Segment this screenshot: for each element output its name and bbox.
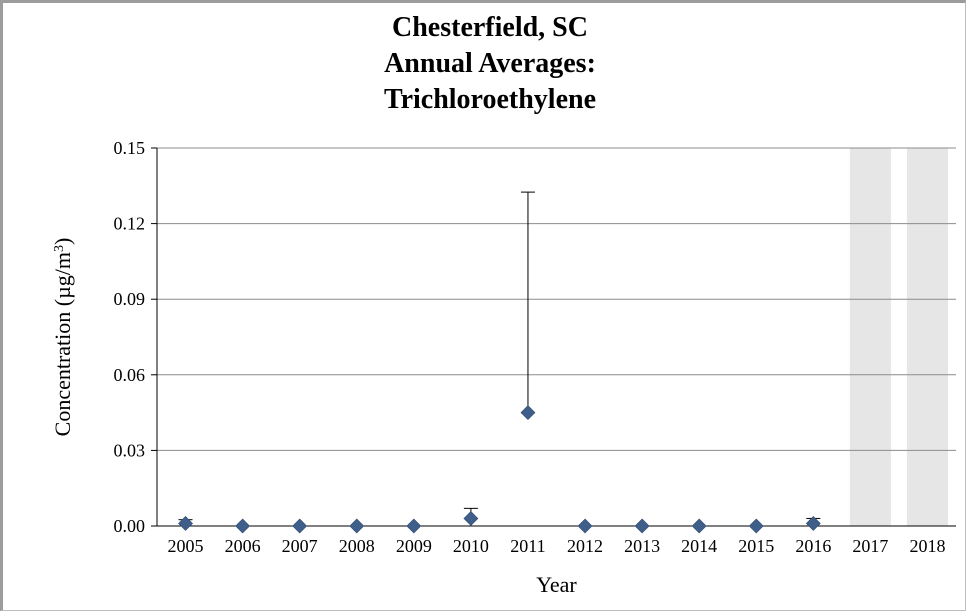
data-point-2016 [805, 516, 821, 531]
x-tick-label: 2015 [738, 536, 774, 556]
data-point-2010 [463, 511, 479, 526]
x-tick-label: 2006 [225, 536, 261, 556]
x-tick-label: 2008 [339, 536, 375, 556]
y-tick-label: 0.09 [114, 289, 146, 309]
data-point-2007 [292, 518, 308, 534]
x-tick-label: 2007 [282, 536, 318, 556]
x-tick-label: 2017 [852, 536, 888, 556]
data-point-2008 [349, 518, 365, 534]
data-point-2005 [178, 516, 193, 531]
x-tick-label: 2012 [567, 536, 603, 556]
data-point-2015 [748, 518, 764, 534]
chart-title-line-3: Trichloroethylene [383, 84, 597, 115]
data-point-2012 [577, 518, 593, 534]
y-axis-title: Concentration (µg/m3) [50, 238, 75, 437]
y-tick-label: 0.15 [114, 138, 146, 158]
axis-group [156, 148, 956, 527]
x-tick-label: 2011 [510, 536, 545, 556]
chart-title-line-1: Chesterfield, SC [392, 12, 588, 43]
y-axis-title-superscript: 3 [52, 245, 67, 252]
shaded-region-group [849, 148, 949, 526]
data-point-2011 [520, 405, 536, 421]
shaded-region-2017 [849, 148, 891, 526]
y-tick-label: 0.06 [114, 365, 146, 385]
x-axis-title: Year [536, 572, 577, 597]
tick-label-group: 0.00 0.03 0.06 0.09 0.12 0.15 2005 2006 2007 2008… [114, 138, 946, 556]
data-point-group [178, 405, 821, 534]
chart-title-line-2: Annual Averages: [384, 48, 596, 79]
y-axis-title-main: Concentration (µg/m [50, 252, 75, 436]
x-tick-label: 2013 [624, 536, 660, 556]
y-tick-label: 0.03 [114, 440, 146, 460]
gridline-group [151, 147, 956, 527]
x-tick-label: 2005 [168, 536, 204, 556]
y-tick-label: 0.00 [114, 516, 146, 536]
data-point-2014 [691, 518, 707, 534]
x-tick-label: 2014 [681, 536, 717, 556]
data-point-2006 [235, 518, 251, 534]
x-tick-label: 2016 [795, 536, 831, 556]
shaded-region-2018 [906, 148, 949, 526]
x-tick-label: 2010 [453, 536, 489, 556]
y-axis-title-suffix: ) [50, 238, 75, 245]
x-tick-label: 2018 [909, 536, 945, 556]
data-point-2009 [406, 518, 422, 534]
data-point-2013 [634, 518, 650, 534]
x-tick-label: 2009 [396, 536, 432, 556]
y-tick-label: 0.12 [114, 214, 146, 234]
chart-title: Chesterfield, SC Annual Averages: Trichl… [0, 10, 966, 118]
error-bar-group [178, 191, 821, 524]
